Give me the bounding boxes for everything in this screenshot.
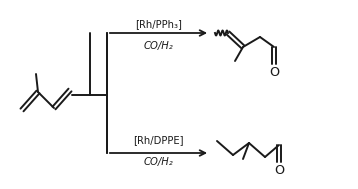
Text: CO/H₂: CO/H₂ [144,157,173,167]
Text: O: O [274,163,284,177]
Text: CO/H₂: CO/H₂ [144,41,173,51]
Text: [Rh/DPPE]: [Rh/DPPE] [133,135,184,145]
Text: [Rh/PPh₃]: [Rh/PPh₃] [135,19,182,29]
Text: O: O [269,66,279,78]
